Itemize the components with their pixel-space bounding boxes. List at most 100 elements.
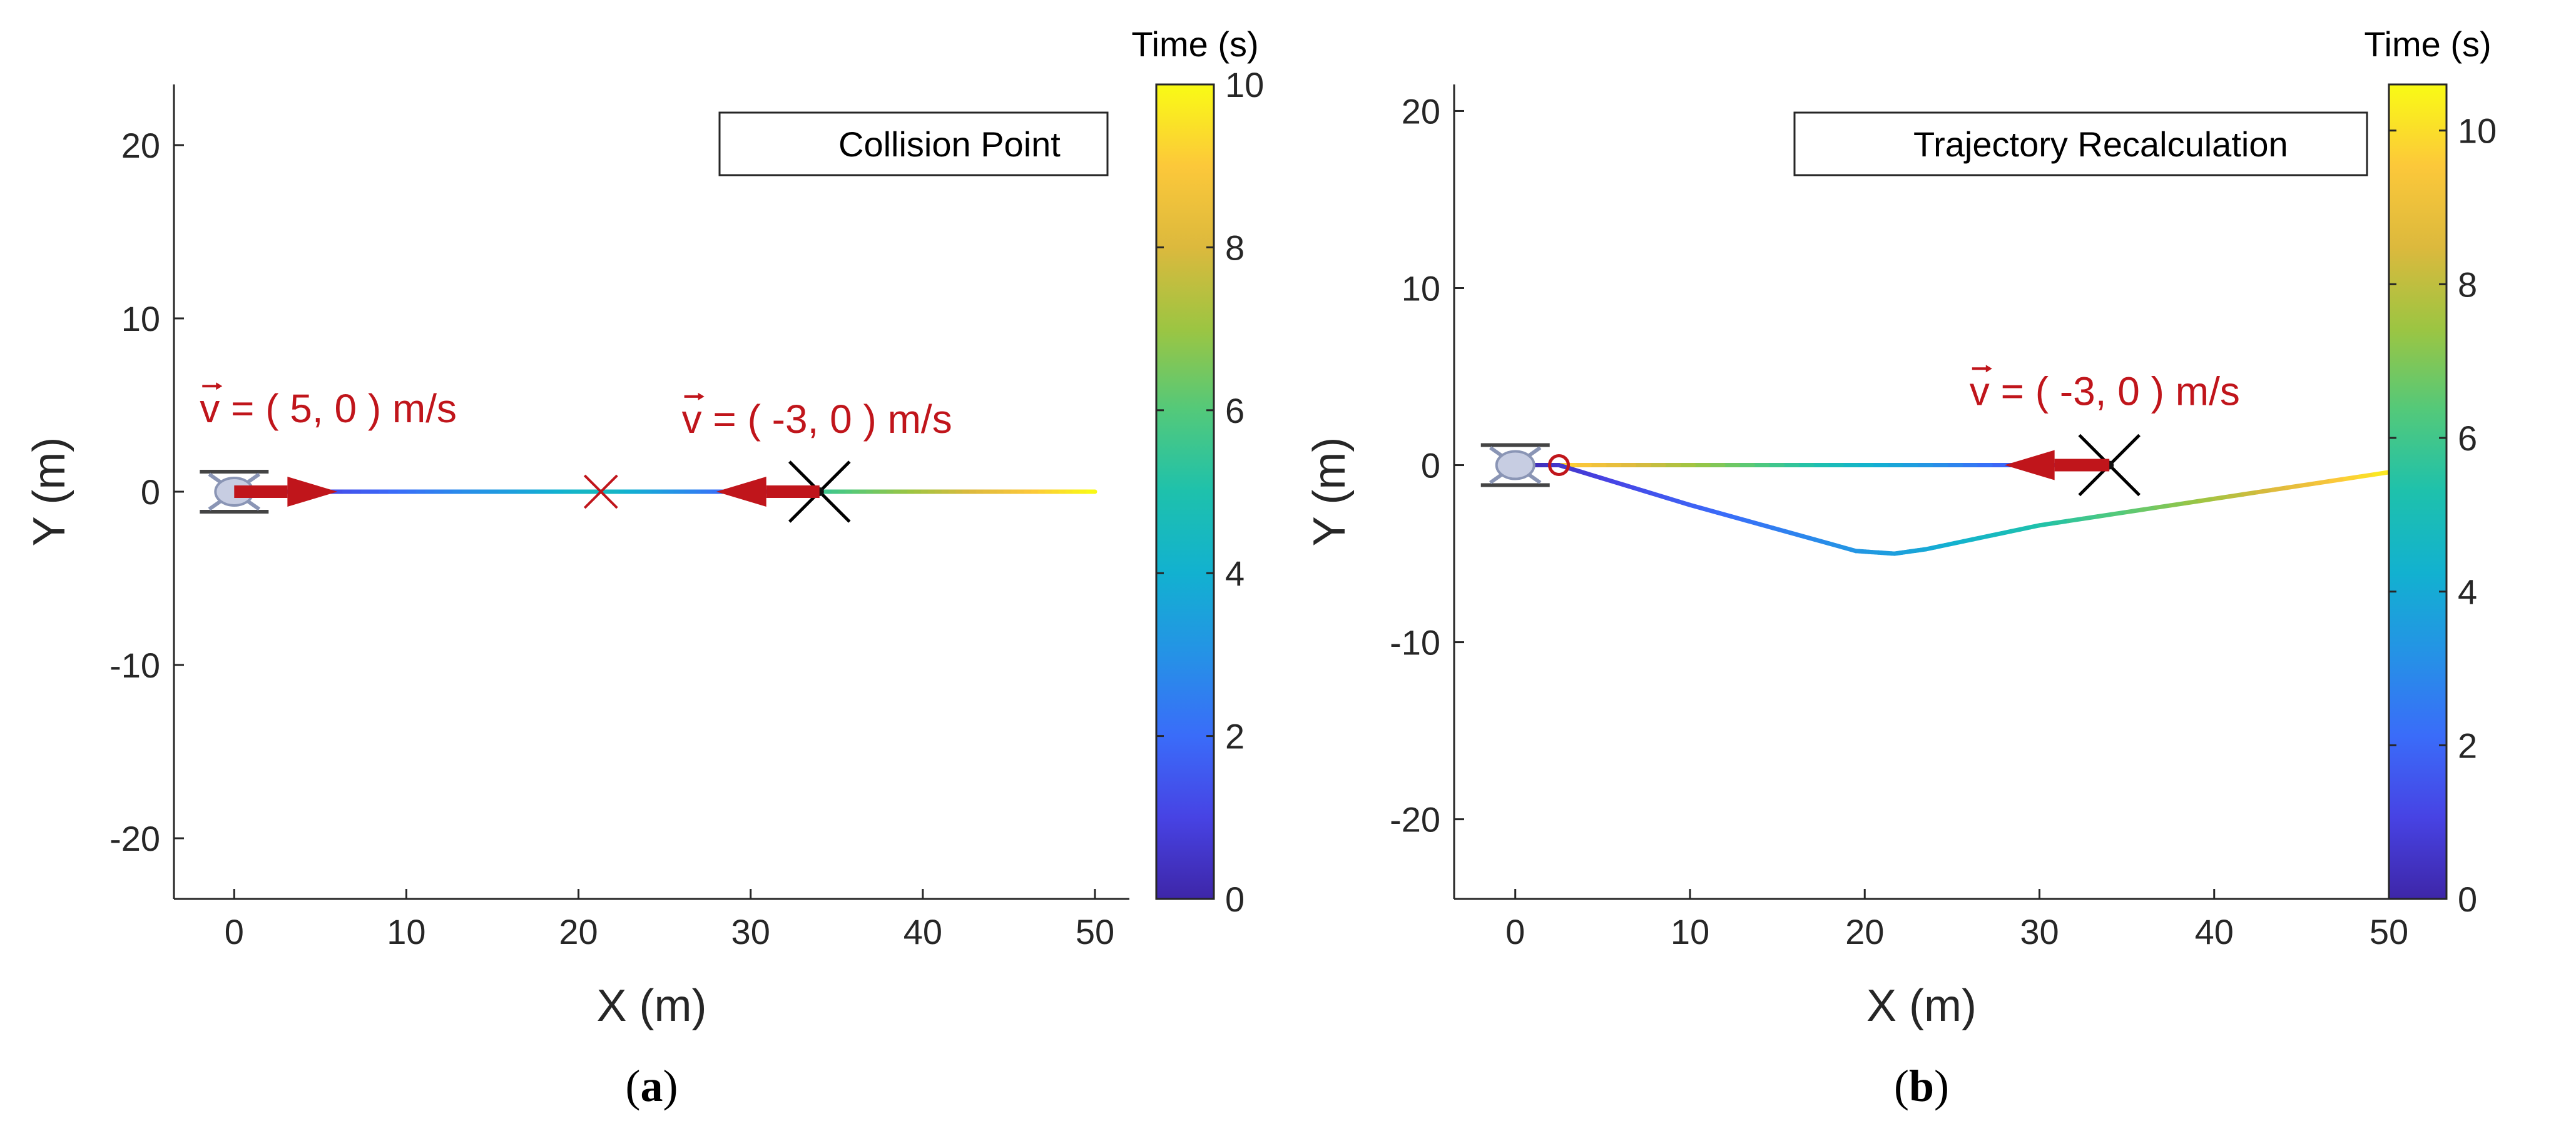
y-axis-label: Y (m): [24, 437, 74, 547]
x-axis-label: X (m): [1866, 981, 1977, 1031]
velocity-arrows: [2004, 450, 2110, 480]
avoidance-trajectory-segment: [2110, 510, 2129, 517]
x-tick-label: 50: [2370, 912, 2408, 951]
vector-accent-head: [698, 392, 705, 400]
colorbar-title: Time (s): [1131, 24, 1258, 64]
panel-label-open: (: [1894, 1061, 1909, 1111]
avoidance-trajectory-segment: [1812, 537, 1831, 546]
panel-label: (b): [1894, 1061, 1949, 1111]
avoidance-trajectory-segment: [2299, 481, 2319, 488]
avoidance-trajectory-segment: [1771, 525, 1789, 534]
colorbar-tick-label: 4: [1225, 554, 1245, 593]
panel-b: 0 10 20 30 40 50 -20 -10 0 10 20 0 2 4 6 8 10 Trajectory…: [1305, 24, 2497, 1111]
avoidance-trajectory-segment: [2256, 487, 2275, 495]
velocity-arrow-head: [716, 477, 766, 507]
legend-label: Trajectory Recalculation: [1913, 124, 2288, 164]
colorbar-tick-label: 2: [2458, 726, 2477, 765]
colorbar: [1155, 83, 1215, 900]
avoidance-trajectory-segment: [2095, 512, 2115, 519]
avoidance-trajectory-segment: [2343, 474, 2362, 481]
avoidance-trajectory-segment: [2182, 499, 2202, 505]
avoidance-trajectory-segment: [2066, 516, 2085, 524]
avoidance-trajectory-segment: [2197, 496, 2217, 504]
velocity-arrow-head: [287, 477, 338, 507]
x-tick-label: 40: [904, 912, 942, 951]
avoidance-trajectory-segment: [1826, 541, 1845, 550]
avoidance-trajectory-segment: [2212, 494, 2231, 501]
quadrotor-body: [1495, 450, 1535, 480]
x-tick-label: 0: [1505, 912, 1525, 951]
x-tick-label: 50: [1076, 912, 1114, 951]
x-tick-label: 30: [2020, 912, 2059, 951]
y-tick-label: -20: [109, 819, 160, 858]
y-tick-label: 20: [121, 126, 160, 165]
y-tick-label: -20: [1390, 800, 1440, 839]
y-tick-label: 10: [121, 299, 160, 338]
velocity-arrow: [716, 477, 820, 507]
avoidance-trajectory-segment: [2154, 503, 2173, 510]
avoidance-trajectory-segment: [1757, 522, 1776, 530]
velocity-label: v = ( -3, 0 ) m/s: [682, 397, 952, 442]
y-tick-label: 0: [1421, 446, 1440, 485]
x-tick-label: 10: [1671, 912, 1709, 951]
legend-box: [1793, 111, 2368, 176]
avoidance-trajectory-segment: [2052, 519, 2071, 525]
panel-a: 0 10 20 30 40 50 -20 -10 0 10 20 0 2 4 6 8 10 Collision …: [24, 24, 1264, 1111]
colorbar-tick-label: 6: [1225, 391, 1245, 430]
colorbar-tick-label: 6: [2458, 418, 2477, 458]
avoidance-trajectory-segment: [1798, 533, 1817, 542]
x-axis-label: X (m): [597, 981, 707, 1031]
colorbar-tick-label: 2: [1225, 717, 1245, 756]
legend-box: [718, 111, 1109, 176]
y-tick-label: 0: [141, 472, 160, 512]
avoidance-trajectory-segment: [2037, 520, 2057, 528]
vector-accent-head: [216, 382, 223, 390]
y-axis-label: Y (m): [1305, 437, 1355, 547]
trajectory-lines: [1513, 463, 2391, 556]
avoidance-trajectory-segment: [1715, 510, 1734, 519]
velocity-labels: v = ( -3, 0 ) m/s: [1970, 365, 2240, 413]
avoidance-trajectory-segment: [1729, 514, 1748, 523]
panel-label-letter: b: [1909, 1061, 1934, 1111]
avoidance-trajectory-segment: [2226, 492, 2246, 499]
avoidance-trajectory-segment: [2241, 490, 2261, 497]
avoidance-trajectory-segment: [1688, 502, 1706, 511]
panel-label: (a): [626, 1061, 678, 1111]
colorbar: [2388, 83, 2448, 900]
avoidance-trajectory-segment: [2139, 505, 2159, 512]
event-markers: [583, 134, 789, 509]
avoidance-trajectory-segment: [2270, 485, 2289, 492]
velocity-arrows: [234, 477, 820, 507]
recalculation-point-marker: [1548, 454, 1571, 477]
axis-ticks: 0 10 20 30 40 50 -20 -10 0 10 20 0 2 4 6 8 10: [109, 65, 1264, 951]
event-markers: [1548, 131, 1866, 477]
colorbar-tick-label: 4: [2458, 572, 2477, 612]
x-tick-label: 0: [225, 912, 244, 951]
velocity-labels: v = ( 5, 0 ) m/s v = ( -3, 0 ) m/s: [200, 382, 952, 442]
vector-accent-head: [1985, 365, 1992, 373]
x-tick-label: 20: [559, 912, 598, 951]
colorbar-title: Time (s): [2364, 24, 2491, 64]
avoidance-trajectory-segment: [2124, 507, 2144, 515]
colorbar-tick-label: 10: [1225, 65, 1264, 104]
x-tick-label: 20: [1845, 912, 1884, 951]
colorbar-tick-label: 0: [2458, 880, 2477, 919]
panel-label-letter: a: [641, 1061, 663, 1111]
y-tick-label: 20: [1402, 91, 1440, 131]
panel-label-close: ): [1934, 1061, 1949, 1111]
colorbar-tick-label: 8: [1225, 228, 1245, 267]
x-tick-label: 10: [387, 912, 425, 951]
x-tick-label: 30: [731, 912, 770, 951]
avoidance-trajectory-segment: [2328, 476, 2348, 484]
velocity-arrow: [234, 477, 338, 507]
legend-label: Collision Point: [838, 124, 1061, 164]
y-tick-label: -10: [109, 646, 160, 685]
colorbar-tick-label: 0: [1225, 880, 1245, 919]
colorbar-tick-label: 8: [2458, 265, 2477, 304]
avoidance-trajectory-segment: [2080, 514, 2100, 521]
colorbar-tick-label: 10: [2458, 111, 2497, 151]
avoidance-trajectory-segment: [1784, 529, 1803, 538]
y-tick-label: -10: [1390, 623, 1440, 662]
quadrotor-drone: [1480, 443, 1550, 487]
